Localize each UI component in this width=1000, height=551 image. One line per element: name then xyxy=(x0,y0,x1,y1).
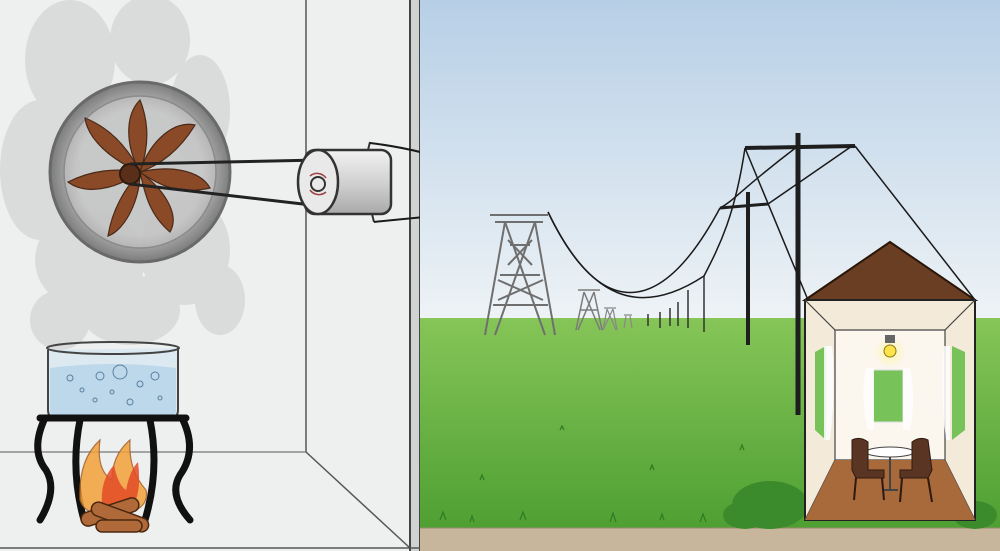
house-icon xyxy=(801,240,979,521)
campfire-icon xyxy=(79,438,150,533)
furniture xyxy=(851,437,933,503)
distant-poles xyxy=(647,276,705,332)
transmission-tower-icon xyxy=(484,214,556,336)
landscape xyxy=(420,0,1000,551)
transmission-tower-icon xyxy=(575,289,603,331)
pot-stand xyxy=(34,414,194,524)
transmission-tower-icon xyxy=(602,307,633,331)
overhead-wires xyxy=(547,145,976,301)
fan-turbine-icon xyxy=(48,80,232,264)
bush xyxy=(723,481,997,529)
drive-belt xyxy=(129,158,321,208)
light-bulb-icon xyxy=(874,335,906,368)
boiling-pot-icon xyxy=(46,341,180,419)
generator-icon xyxy=(296,141,393,223)
grass-tufts xyxy=(439,424,745,523)
